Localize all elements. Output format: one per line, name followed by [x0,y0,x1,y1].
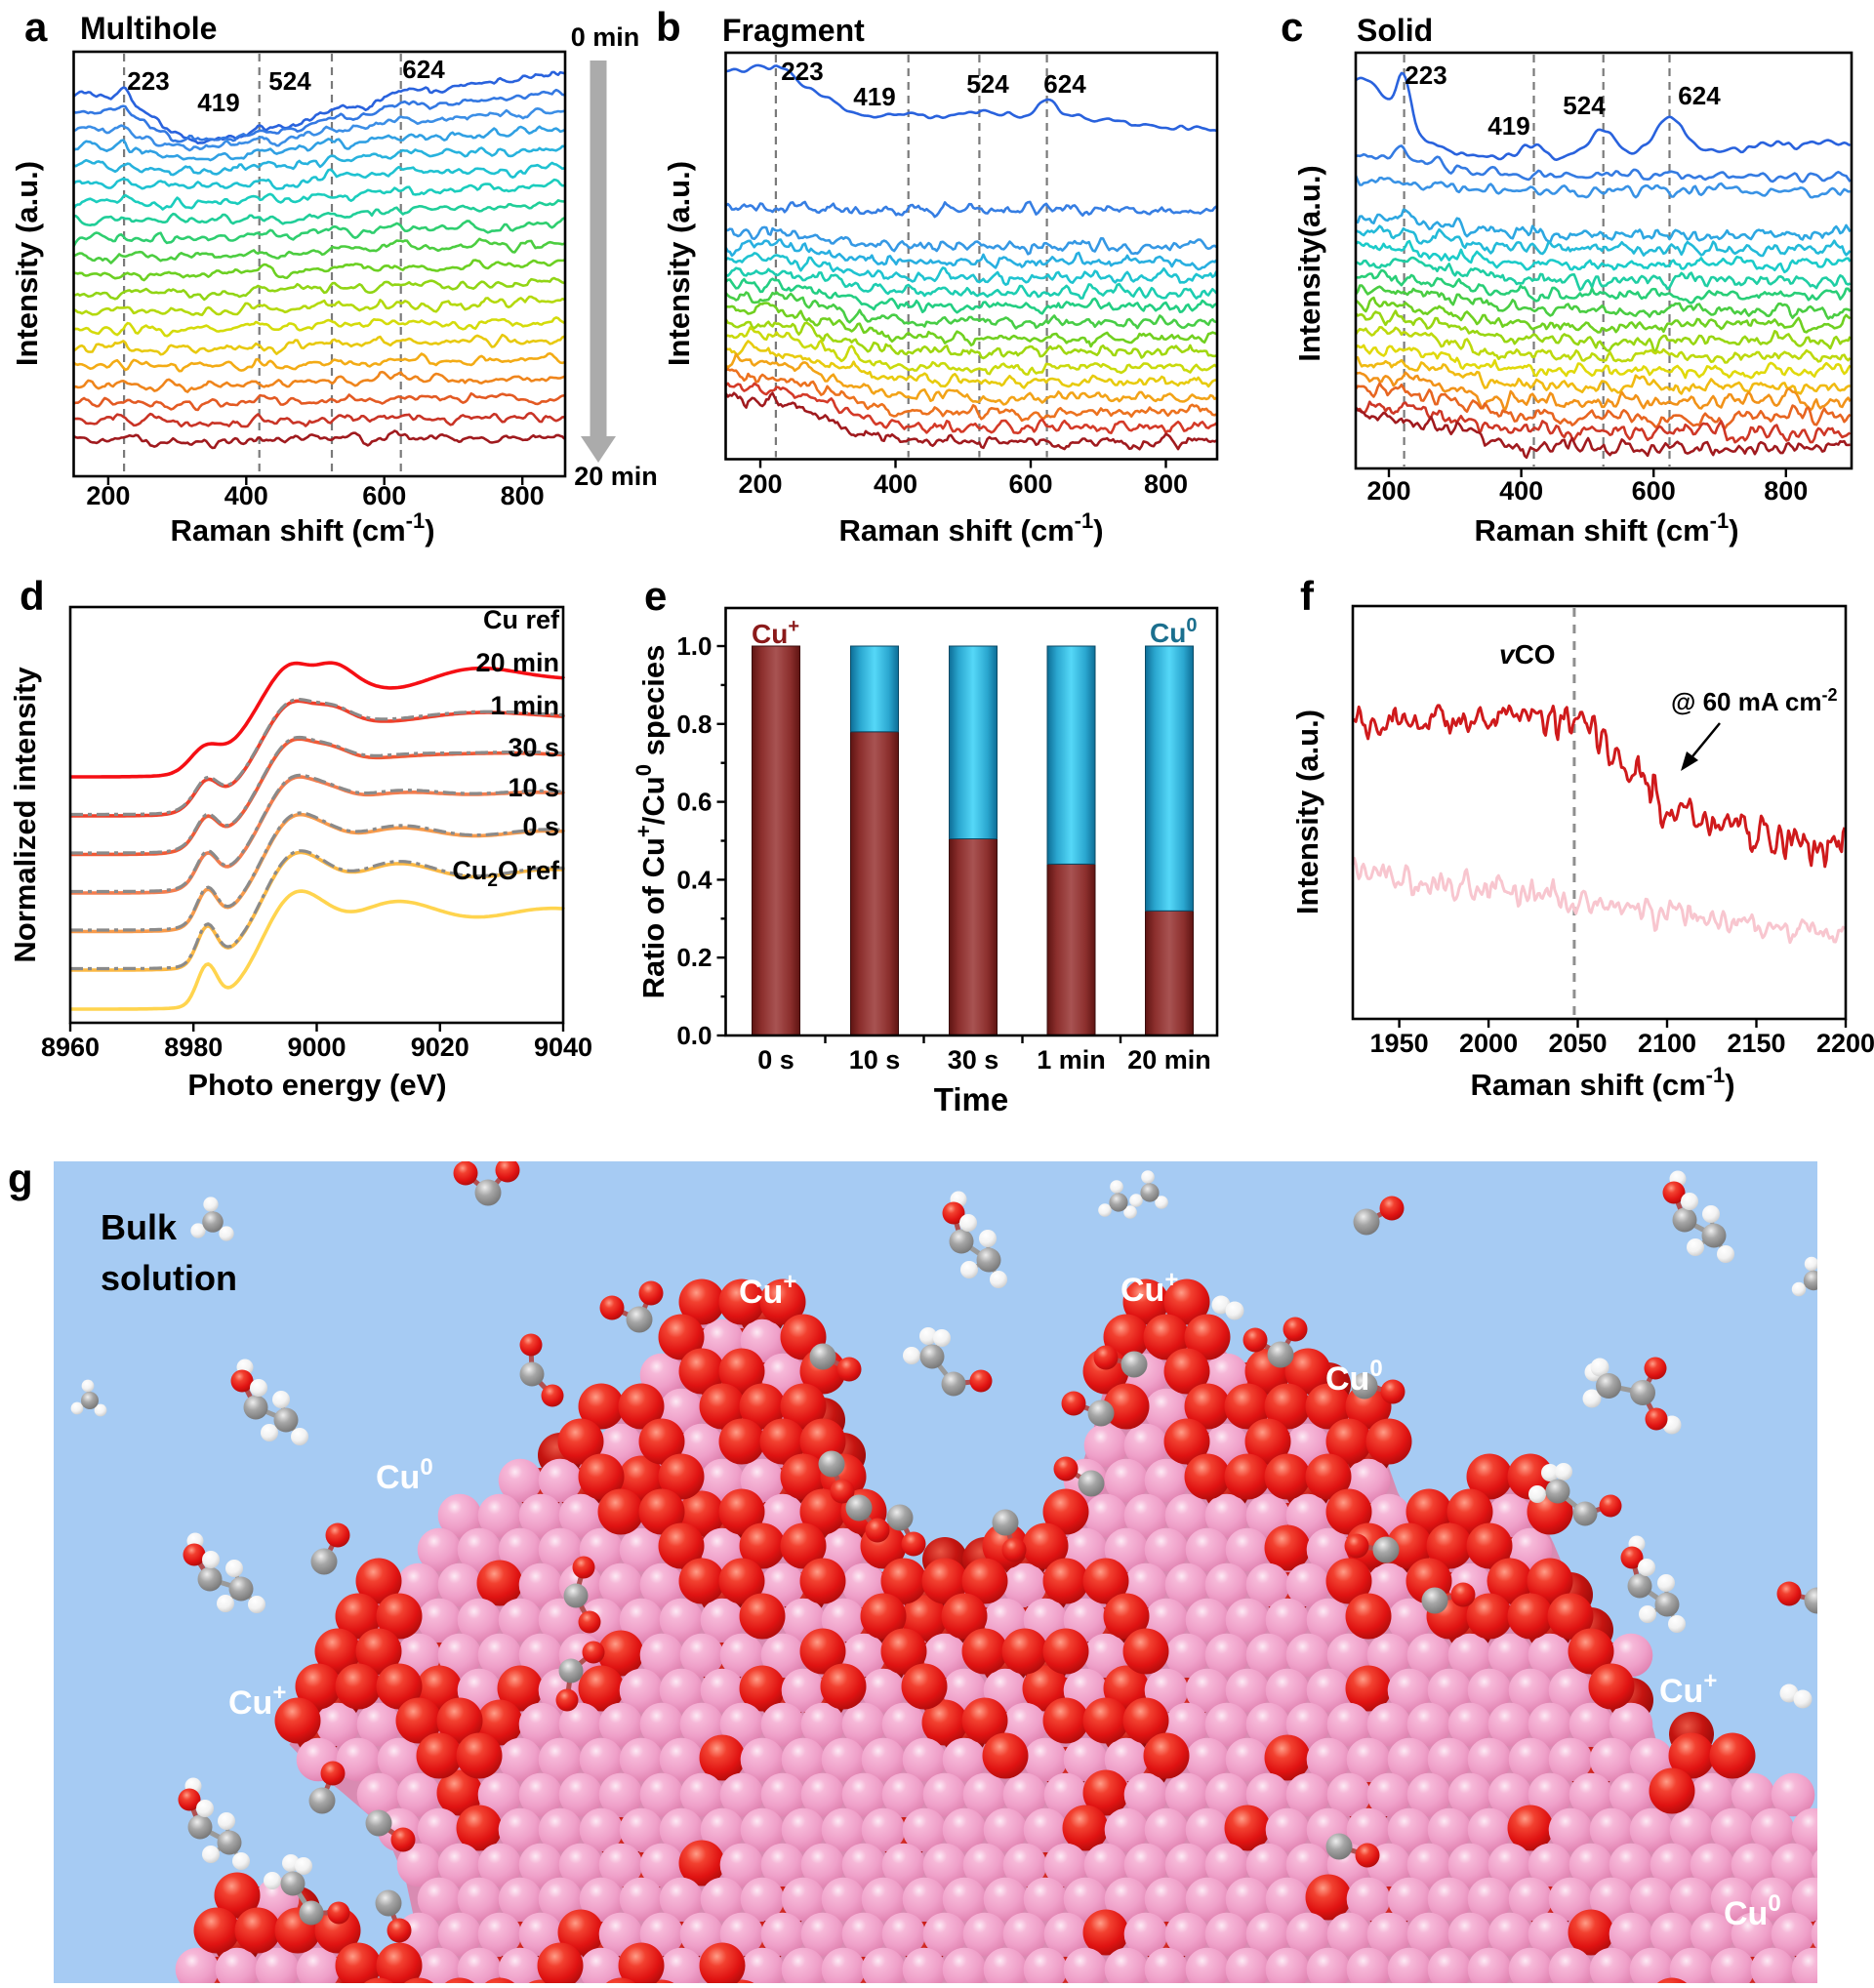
svg-text:30 s: 30 s [948,1045,999,1075]
svg-text:800: 800 [1764,476,1808,506]
svg-text:0.2: 0.2 [676,943,712,972]
svg-text:e: e [644,573,667,619]
svg-text:0.8: 0.8 [676,710,712,739]
svg-text:20 min: 20 min [475,648,559,677]
svg-text:solution: solution [101,1258,237,1298]
svg-text:Normalized intensity: Normalized intensity [8,667,42,963]
svg-text:1 min: 1 min [490,691,559,720]
svg-text:624: 624 [402,55,445,84]
svg-text:Cu ref: Cu ref [483,605,560,634]
svg-text:Raman shift (cm-1​): Raman shift (cm-1​) [838,508,1103,548]
svg-text:0.4: 0.4 [676,865,713,894]
svg-text:0 min: 0 min [571,22,640,52]
svg-text:223: 223 [127,66,169,96]
svg-text:9040: 9040 [534,1033,592,1062]
svg-text:Ratio of Cu+​/Cu0​ species: Ratio of Cu+​/Cu0​ species [631,645,671,999]
svg-text:0 s: 0 s [522,812,559,841]
svg-text:Raman shift (cm-1​): Raman shift (cm-1​) [1470,1063,1734,1102]
svg-text:Photo energy (eV): Photo energy (eV) [187,1068,446,1102]
svg-text:Fragment: Fragment [722,13,865,48]
svg-text:200: 200 [738,469,782,499]
svg-text:524: 524 [966,69,1009,99]
svg-text:600: 600 [1008,469,1052,499]
svg-text:200: 200 [1366,476,1410,506]
svg-text:Intensity (a.u.): Intensity (a.u.) [10,161,44,366]
svg-text:1.0: 1.0 [676,631,712,661]
svg-text:800: 800 [501,481,545,510]
svg-text:2000: 2000 [1459,1029,1518,1058]
svg-text:Raman shift (cm-1​): Raman shift (cm-1​) [1474,508,1738,548]
svg-text:Multihole: Multihole [80,11,217,46]
svg-text:g: g [8,1156,33,1201]
svg-text:223: 223 [1405,61,1446,90]
svg-text:20 min: 20 min [574,462,658,491]
svg-text:f: f [1300,573,1315,619]
svg-text:2050: 2050 [1549,1029,1608,1058]
svg-text:419: 419 [1487,111,1529,141]
svg-text:Raman shift (cm-1​): Raman shift (cm-1​) [170,508,434,548]
svg-text:0 s: 0 s [757,1045,794,1075]
svg-text:223: 223 [781,57,823,86]
svg-text:624: 624 [1678,81,1721,110]
svg-text:Bulk: Bulk [101,1207,178,1247]
svg-text:20 min: 20 min [1127,1045,1211,1075]
svg-text:600: 600 [362,481,406,510]
svg-text:a: a [24,4,48,50]
svg-text:8980: 8980 [164,1033,223,1062]
svg-text:0.0: 0.0 [676,1021,712,1050]
svg-text:Time: Time [934,1081,1008,1117]
svg-text:2150: 2150 [1727,1029,1785,1058]
svg-text:b: b [656,4,681,50]
svg-text:@ 60 mA cm-2​: @ 60 mA cm-2​ [1671,685,1837,716]
svg-text:419: 419 [197,88,239,117]
svg-text:200: 200 [86,481,130,510]
svg-text:9000: 9000 [287,1033,346,1062]
svg-text:d: d [20,573,45,619]
svg-text:c: c [1281,4,1303,50]
svg-text:8960: 8960 [41,1033,100,1062]
svg-text:2200: 2200 [1816,1029,1874,1058]
svg-text:800: 800 [1144,469,1188,499]
svg-text:1 min: 1 min [1037,1045,1106,1075]
svg-text:Solid: Solid [1357,13,1433,48]
svg-text:524: 524 [1563,91,1606,120]
svg-text:524: 524 [268,66,311,96]
svg-text:10 s: 10 s [508,773,559,802]
svg-text:vCO: vCO [1499,639,1556,669]
svg-text:Intensity (a.u.): Intensity (a.u.) [1290,710,1324,914]
svg-text:Intensity (a.u.): Intensity (a.u.) [662,161,696,366]
svg-text:400: 400 [1499,476,1543,506]
svg-text:30 s: 30 s [508,733,559,762]
svg-text:10 s: 10 s [849,1045,901,1075]
svg-text:2100: 2100 [1638,1029,1696,1058]
svg-text:419: 419 [853,82,895,111]
svg-text:400: 400 [874,469,917,499]
svg-text:400: 400 [224,481,268,510]
svg-text:1950: 1950 [1370,1029,1429,1058]
svg-text:Intensity(a.u.): Intensity(a.u.) [1292,165,1326,362]
svg-text:600: 600 [1632,476,1676,506]
svg-text:9020: 9020 [411,1033,469,1062]
svg-text:624: 624 [1043,69,1086,99]
svg-text:0.6: 0.6 [676,788,712,817]
